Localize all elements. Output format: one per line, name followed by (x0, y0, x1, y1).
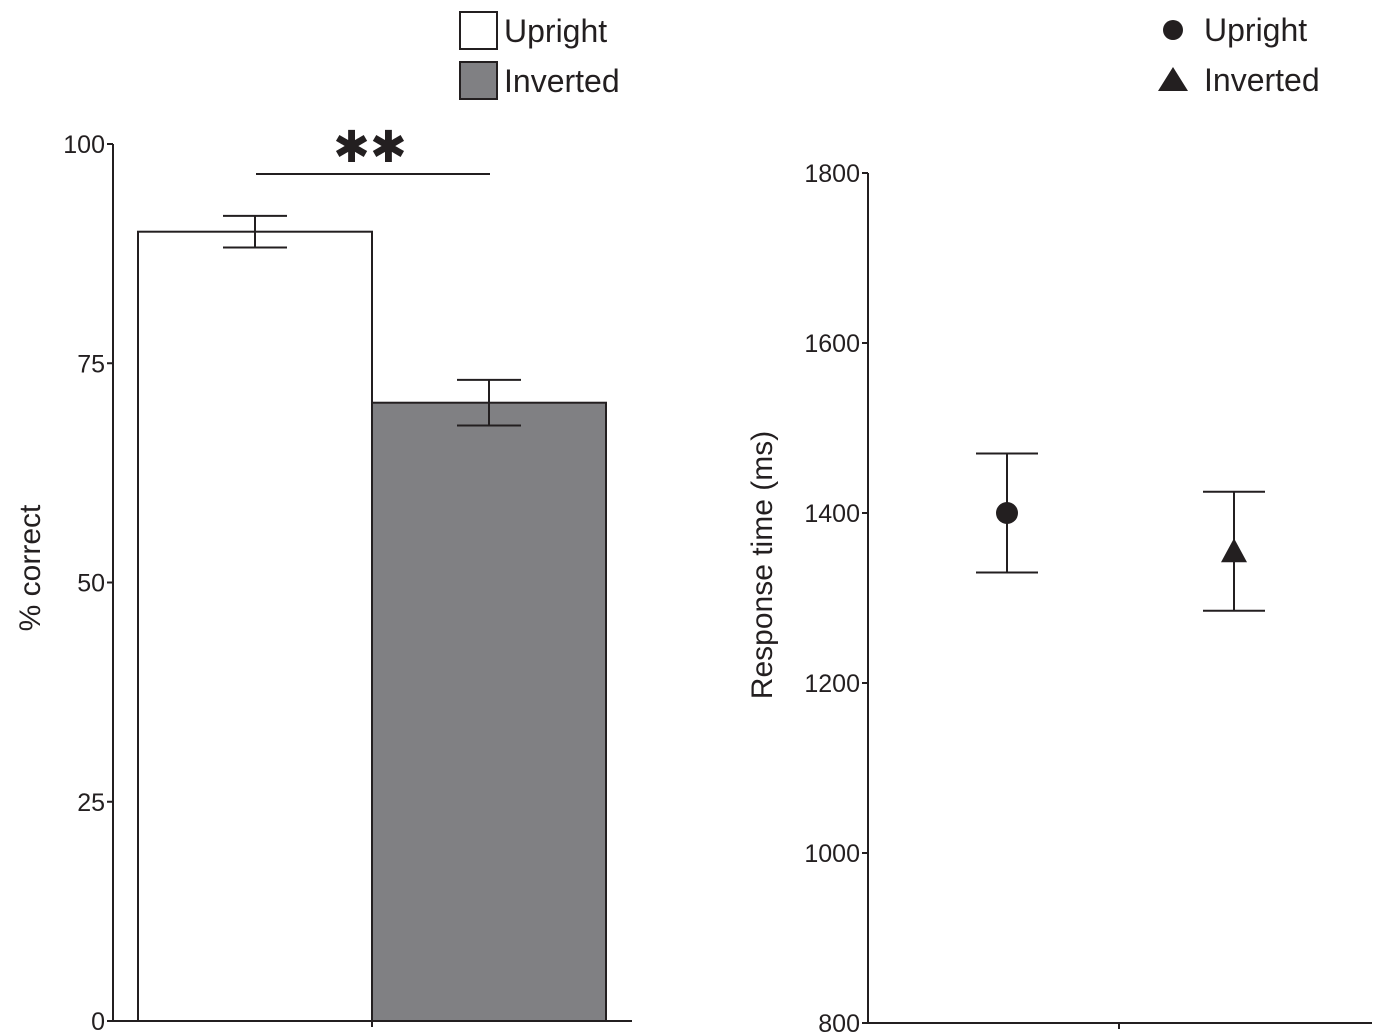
accuracy-y-axis-title: % correct (14, 504, 47, 631)
legend-marker-inverted (1158, 67, 1188, 91)
bar-inverted (371, 401, 607, 1022)
legend-label-inverted: Inverted (504, 63, 620, 99)
rt-legend-label-inverted: Inverted (1204, 62, 1320, 98)
rt-y-tick-label: 1200 (804, 670, 860, 698)
accuracy-y-tick-label: 100 (63, 131, 105, 159)
accuracy-y-tick-label: 25 (77, 789, 105, 817)
legend-marker-upright (1163, 20, 1183, 40)
rt-y-tick-label: 800 (818, 1010, 860, 1032)
accuracy-y-tick-label: 0 (91, 1008, 105, 1032)
response-time-chart: Response time (ms) 800 1000 1200 1400 1600 18… (746, 12, 1372, 1032)
rt-y-tick-label: 1000 (804, 840, 860, 868)
point-upright (996, 502, 1018, 524)
accuracy-y-tick-label: 75 (77, 350, 105, 378)
significance-marker: ✱✱ (333, 123, 407, 172)
accuracy-y-tick-label: 50 (77, 570, 105, 598)
rt-y-axis-title: Response time (ms) (746, 431, 779, 699)
legend-swatch-upright (459, 11, 498, 50)
rt-legend-label-upright: Upright (1204, 12, 1307, 48)
rt-y-tick-label: 1800 (804, 160, 860, 188)
accuracy-bar-chart: % correct ✱✱ 0 25 50 75 100 Upright Inverted (14, 11, 632, 1032)
rt-y-tick-label: 1400 (804, 500, 860, 528)
bar-upright (137, 230, 373, 1022)
rt-y-tick-label: 1600 (804, 330, 860, 358)
point-inverted (1221, 538, 1247, 563)
legend-label-upright: Upright (504, 13, 607, 49)
legend-swatch-inverted (459, 61, 498, 100)
